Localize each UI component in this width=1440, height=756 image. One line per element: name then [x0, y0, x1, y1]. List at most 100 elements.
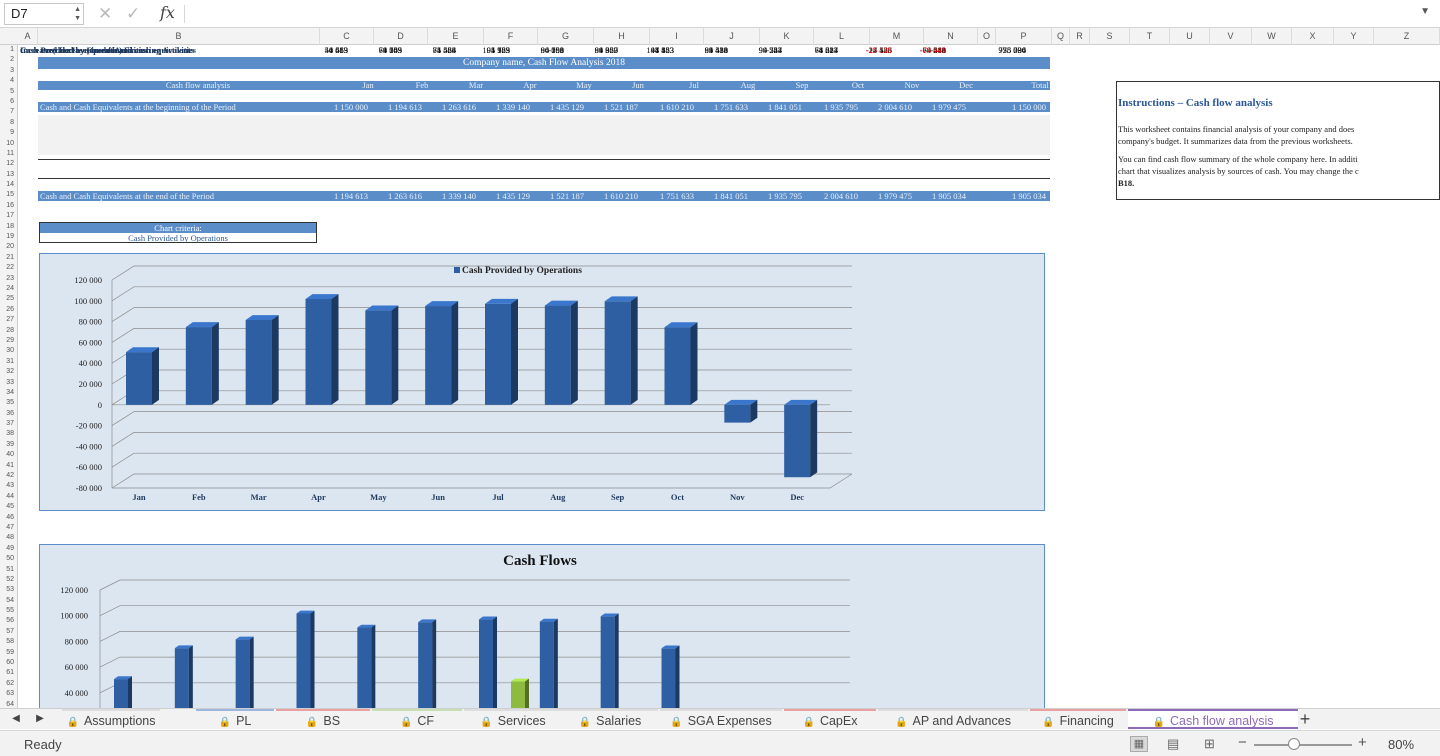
cell-value[interactable]: -4 583: [924, 45, 946, 55]
column-header[interactable]: L: [814, 28, 870, 45]
row-header[interactable]: 42: [6, 472, 14, 480]
add-sheet-icon[interactable]: +: [1299, 709, 1311, 729]
cell-value[interactable]: 978 736: [998, 45, 1026, 55]
cell-value[interactable]: -1 153: [488, 45, 510, 55]
cell-value[interactable]: 1 610 210: [604, 191, 638, 201]
row-header[interactable]: 5: [10, 87, 14, 95]
cell-value[interactable]: 81 564: [432, 45, 456, 55]
column-header[interactable]: J: [704, 28, 760, 45]
prev-sheet-icon[interactable]: ◀: [12, 713, 20, 724]
row-header[interactable]: 27: [6, 316, 14, 324]
row-header[interactable]: 19: [6, 233, 14, 241]
name-box[interactable]: D7 ▲ ▼: [4, 3, 84, 25]
cell-value[interactable]: 1 841 051: [714, 191, 748, 201]
cell-value[interactable]: 1 339 140: [496, 102, 530, 112]
row-header[interactable]: 22: [6, 264, 14, 272]
cancel-icon[interactable]: ✕: [98, 4, 113, 23]
sheet-tab[interactable]: 🔒 CF: [372, 709, 462, 729]
cash-flows-chart[interactable]: Cash Flows 120 000 100 000 80 000 60 000 40 0…: [39, 544, 1045, 708]
row-header[interactable]: 16: [6, 201, 14, 209]
row-header[interactable]: 7: [10, 108, 14, 116]
cell-value[interactable]: -74 441: [919, 45, 946, 55]
row-header[interactable]: 12: [6, 160, 14, 168]
cell-value[interactable]: 141 423: [646, 45, 674, 55]
column-header[interactable]: N: [924, 28, 978, 45]
name-box-arrows-icon[interactable]: ▲ ▼: [74, 6, 81, 22]
row-header[interactable]: 51: [6, 565, 14, 573]
sheet-tab[interactable]: 🔒 Financing: [1030, 709, 1126, 729]
row-header[interactable]: 61: [6, 669, 14, 677]
cell-value[interactable]: -4 583: [326, 45, 348, 55]
cell-value[interactable]: 1 194 613: [334, 191, 368, 201]
column-header[interactable]: H: [594, 28, 650, 45]
row-header[interactable]: 20: [6, 243, 14, 251]
row-header[interactable]: 15: [6, 191, 14, 199]
row-header[interactable]: 31: [6, 357, 14, 365]
row-header[interactable]: 10: [6, 139, 14, 147]
cell-value[interactable]: 1 610 210: [660, 102, 694, 112]
row-header[interactable]: 1: [10, 46, 14, 53]
cell-value[interactable]: -1 227: [816, 45, 838, 55]
row-header[interactable]: 43: [6, 482, 14, 490]
cell-value[interactable]: 1 905 034: [1012, 191, 1046, 201]
next-sheet-icon[interactable]: ▶: [36, 713, 44, 724]
sheet-tab[interactable]: 🔒 SGA Expenses: [660, 709, 782, 729]
row-header[interactable]: 18: [6, 222, 14, 230]
cell-value[interactable]: 97 153: [650, 45, 674, 55]
cell-value[interactable]: 69 003: [378, 45, 402, 55]
cell-value[interactable]: 89 023: [594, 45, 618, 55]
row-header[interactable]: 44: [6, 492, 14, 500]
cell-value[interactable]: -1 463: [326, 45, 348, 55]
cell-value[interactable]: 94 957: [594, 45, 618, 55]
cell-value[interactable]: 755 034: [998, 45, 1026, 55]
row-header[interactable]: 3: [10, 66, 14, 74]
row-header[interactable]: 52: [6, 575, 14, 583]
cell-value[interactable]: 1 435 129: [550, 102, 584, 112]
row-header[interactable]: 49: [6, 544, 14, 552]
row-header[interactable]: 11: [6, 149, 14, 157]
row-header[interactable]: 40: [6, 451, 14, 459]
column-header[interactable]: Q: [1052, 28, 1070, 45]
column-header[interactable]: W: [1252, 28, 1292, 45]
cell-value[interactable]: 94 744: [758, 45, 782, 55]
expand-formula-bar-icon[interactable]: ▼: [1420, 6, 1430, 17]
column-header[interactable]: Z: [1374, 28, 1440, 45]
cell-value[interactable]: 1 521 187: [604, 102, 638, 112]
cell-value[interactable]: -1 159: [380, 45, 402, 55]
row-header[interactable]: 64: [6, 700, 14, 708]
operations-chart[interactable]: 120 000 100 000 80 000 60 000 40 000 20 000 0 -…: [39, 253, 1045, 511]
cell-value[interactable]: -4 583: [596, 45, 618, 55]
cell-value[interactable]: -4 583: [652, 45, 674, 55]
row-header[interactable]: 60: [6, 659, 14, 667]
row-header[interactable]: 34: [6, 388, 14, 396]
row-header[interactable]: 39: [6, 440, 14, 448]
row-header[interactable]: 57: [6, 627, 14, 635]
row-header[interactable]: 37: [6, 420, 14, 428]
cell-value[interactable]: -4 583: [488, 45, 510, 55]
cell-value[interactable]: -4 583: [706, 45, 728, 55]
cell-value[interactable]: -227: [766, 45, 782, 55]
cell-value[interactable]: -1 430: [706, 45, 728, 55]
cell-value[interactable]: 1 751 633: [714, 102, 748, 112]
cell-value[interactable]: -1 456: [434, 45, 456, 55]
row-header[interactable]: 23: [6, 274, 14, 282]
column-header[interactable]: V: [1210, 28, 1252, 45]
cell-value[interactable]: -69 640: [919, 45, 946, 55]
row-header[interactable]: 33: [6, 378, 14, 386]
cell-value[interactable]: -4 583: [870, 45, 892, 55]
cell-value[interactable]: -55 000: [999, 45, 1026, 55]
cell-value[interactable]: -4 583: [542, 45, 564, 55]
column-header[interactable]: A: [18, 28, 38, 45]
cell-value[interactable]: 75 524: [432, 45, 456, 55]
insert-function-icon[interactable]: fx: [160, 3, 175, 22]
column-header[interactable]: T: [1130, 28, 1170, 45]
column-header[interactable]: B: [38, 28, 320, 45]
sheet-tab[interactable]: 🔒 Cash flow analysis: [1128, 709, 1298, 729]
cell-value[interactable]: 1 521 187: [550, 191, 584, 201]
cell-value[interactable]: 1 751 633: [660, 191, 694, 201]
cell-value[interactable]: 1 435 129: [496, 191, 530, 201]
cell-value[interactable]: -25 135: [865, 45, 892, 55]
row-header[interactable]: 26: [6, 305, 14, 313]
column-header[interactable]: G: [538, 28, 594, 45]
row-header[interactable]: 30: [6, 347, 14, 355]
